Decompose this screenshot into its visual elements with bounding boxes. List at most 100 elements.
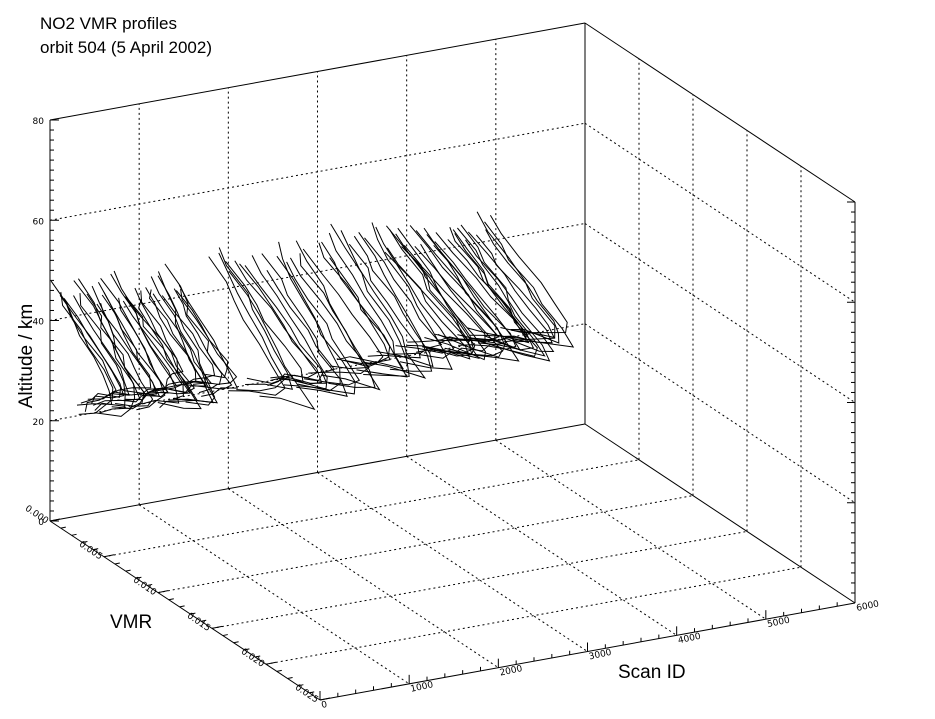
no2-profile-line <box>467 231 553 344</box>
y-major-tick <box>157 590 169 594</box>
no2-profile-line <box>403 244 487 361</box>
grid-floor-scan <box>406 455 677 636</box>
y-tick-label: 0.025 <box>293 683 320 706</box>
no2-profile-line <box>276 255 356 395</box>
no2-profile-line <box>234 260 318 387</box>
y-minor-tick <box>309 691 315 694</box>
y-minor-tick <box>179 605 185 608</box>
y-major-tick <box>49 518 61 522</box>
z-tick-label: 40 <box>33 318 45 328</box>
grid-floor-vmr <box>103 459 640 558</box>
no2-profile-line <box>63 298 125 404</box>
y-minor-tick <box>168 598 174 601</box>
z-tick-label: 80 <box>33 117 45 127</box>
y-axis-label: VMR <box>110 612 153 633</box>
y-minor-tick <box>136 576 142 579</box>
y-minor-tick <box>60 526 66 529</box>
y-minor-tick <box>125 569 131 572</box>
grid-floor-scan <box>317 472 588 652</box>
no2-profile-line <box>386 247 471 360</box>
no2-profile-line <box>157 275 216 406</box>
y-minor-tick <box>244 648 250 651</box>
no2-profile-line <box>371 222 453 370</box>
y-minor-tick <box>147 583 153 586</box>
y-minor-tick <box>276 669 282 672</box>
grid-floor-vmr <box>265 566 802 665</box>
y-major-tick <box>103 554 115 558</box>
no2-profile-line <box>122 300 183 395</box>
no2-profile-line <box>340 230 427 379</box>
grid-floor-scan <box>228 488 499 669</box>
y-major-tick <box>265 661 277 665</box>
no2-profile-line <box>395 233 474 354</box>
grid-floor-scan <box>138 504 410 685</box>
no2-profile-line <box>295 240 376 388</box>
no2-profile-line <box>173 288 233 390</box>
grid-floor-vmr <box>157 495 694 594</box>
no2-profile-line <box>454 233 535 351</box>
no2-profile-line <box>118 297 166 411</box>
y-minor-tick <box>233 641 239 644</box>
no2-profile-line <box>375 226 455 354</box>
grid-back-horizontal <box>49 122 586 221</box>
no2-profile-line <box>150 276 219 404</box>
no2-profile-line <box>218 247 294 390</box>
no2-profile-line <box>77 278 136 417</box>
grid-right-horizontal <box>584 323 856 504</box>
no2-profile-line <box>452 229 538 357</box>
no2-profile-line <box>101 294 161 403</box>
no2-profile-line <box>73 295 130 400</box>
x-tick-label: 5000 <box>766 616 791 631</box>
no2-profile-line <box>397 227 476 357</box>
no2-profile-line <box>426 234 520 362</box>
x-axis-label: Scan ID <box>618 662 686 683</box>
y-minor-tick <box>222 634 228 637</box>
y-minor-tick <box>114 562 120 565</box>
x-tick-label: 4000 <box>677 632 702 647</box>
y-minor-tick <box>93 548 99 551</box>
no2-profile-line <box>409 225 496 344</box>
box-edge <box>584 22 856 203</box>
no2-profile-line <box>266 269 336 382</box>
no2-profile-line <box>180 288 238 394</box>
no2-profile-line <box>460 224 551 362</box>
no2-profile-line <box>485 229 560 344</box>
no2-profile-line <box>208 256 286 396</box>
grid-right-horizontal <box>584 223 856 403</box>
y-major-tick <box>319 697 331 701</box>
no2-profile-line <box>100 277 169 401</box>
no2-profile-line <box>110 273 178 396</box>
no2-profile-line <box>228 270 316 411</box>
no2-profile-line <box>239 263 323 385</box>
no2-profile-line <box>278 241 341 392</box>
no2-profile-line <box>79 293 126 411</box>
x-tick-label: 6000 <box>856 599 881 614</box>
box-edge <box>49 423 586 522</box>
y-minor-tick <box>190 612 196 615</box>
grid-back-horizontal <box>49 223 586 321</box>
chart-title-line-2: orbit 504 (5 April 2002) <box>40 38 212 57</box>
z-tick-label: 0 <box>38 518 44 528</box>
z-tick-label: 20 <box>33 418 45 428</box>
x-tick-label: 2000 <box>499 664 524 679</box>
no2-profile-line <box>261 253 348 397</box>
no2-profile-line <box>138 298 198 409</box>
no2-profile-line <box>178 284 239 397</box>
no2-profile-line <box>457 227 546 357</box>
y-major-tick <box>211 625 223 629</box>
no2-profile-line <box>465 239 555 353</box>
no2-profile-line <box>330 223 410 377</box>
no2-profile-line <box>103 292 169 398</box>
no2-profile-line <box>489 215 568 334</box>
no2-profile-line <box>225 260 304 384</box>
box-edge <box>584 423 856 604</box>
no2-profile-line <box>100 302 158 396</box>
x-tick-label: 3000 <box>588 648 613 663</box>
x-tick-label: 1000 <box>410 680 435 695</box>
no2-profile-line <box>148 289 208 393</box>
y-tick-label: 0.020 <box>239 647 266 670</box>
y-minor-tick <box>71 533 77 536</box>
no2-profile-line <box>414 245 500 342</box>
